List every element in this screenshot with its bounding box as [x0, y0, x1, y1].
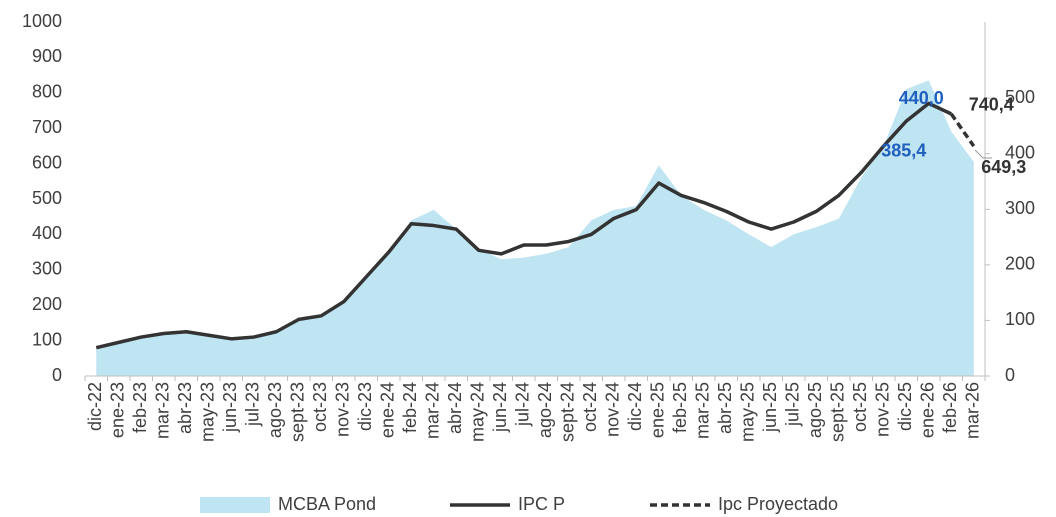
x-tick-label: mar-24 — [423, 382, 443, 439]
y2-tick-label: 400 — [1005, 142, 1035, 162]
x-tick-label: feb-25 — [670, 382, 690, 433]
x-tick-label: feb-24 — [400, 382, 420, 433]
x-tick-label: ene-26 — [918, 382, 938, 438]
x-tick-label: jun-24 — [490, 382, 510, 433]
data-label: 385,4 — [881, 141, 926, 161]
legend-swatch — [200, 497, 270, 513]
x-tick-label: ago-24 — [535, 382, 555, 438]
y2-tick-label: 300 — [1005, 198, 1035, 218]
x-tick-label: jun-23 — [220, 382, 240, 433]
y-tick-label: 300 — [32, 259, 62, 279]
x-tick-label: jun-25 — [760, 382, 780, 433]
x-tick-label: oct-23 — [310, 382, 330, 432]
y-tick-label: 100 — [32, 329, 62, 349]
x-tick-label: ene-23 — [108, 382, 128, 438]
x-tick-label: jul-23 — [243, 382, 263, 427]
x-tick-label: abr-23 — [175, 382, 195, 434]
area — [96, 80, 974, 376]
x-tick-label: ene-25 — [648, 382, 668, 438]
data-label: 440,0 — [899, 88, 944, 108]
x-tick-label: dic-24 — [625, 382, 645, 431]
x-tick-label: ago-23 — [265, 382, 285, 438]
y-tick-label: 900 — [32, 46, 62, 66]
legend-label: IPC P — [518, 494, 565, 514]
x-tick-label: dic-22 — [85, 382, 105, 431]
x-tick-label: mar-23 — [153, 382, 173, 439]
line — [95, 101, 952, 350]
x-tick-label: may-24 — [468, 382, 488, 442]
y-tick-label: 200 — [32, 294, 62, 314]
x-tick-label: feb-23 — [130, 382, 150, 433]
x-tick-label: abr-25 — [715, 382, 735, 434]
x-tick-label: abr-24 — [445, 382, 465, 434]
x-tick-label: feb-26 — [940, 382, 960, 433]
y-tick-label: 0 — [52, 365, 62, 385]
y2-tick-label: 200 — [1005, 254, 1035, 274]
y-tick-label: 400 — [32, 223, 62, 243]
x-tick-label: dic-23 — [355, 382, 375, 431]
x-tick-label: jul-25 — [783, 382, 803, 427]
data-label: 649,3 — [981, 157, 1026, 177]
y-tick-label: 1000 — [22, 11, 62, 31]
data-label: 740,4 — [969, 95, 1014, 115]
x-tick-label: oct-24 — [580, 382, 600, 432]
y2-tick-label: 0 — [1005, 365, 1015, 385]
y-tick-label: 600 — [32, 152, 62, 172]
x-tick-label: may-23 — [198, 382, 218, 442]
legend-label: MCBA Pond — [278, 494, 376, 514]
x-tick-label: ago-25 — [805, 382, 825, 438]
x-tick-label: may-25 — [738, 382, 758, 442]
y-tick-label: 700 — [32, 117, 62, 137]
y-tick-label: 500 — [32, 188, 62, 208]
x-tick-label: ene-24 — [378, 382, 398, 438]
x-tick-label: sept-23 — [288, 382, 308, 442]
x-tick-label: mar-26 — [963, 382, 983, 439]
x-tick-label: jul-24 — [513, 382, 533, 427]
x-tick-label: sept-25 — [828, 382, 848, 442]
x-tick-label: oct-25 — [850, 382, 870, 432]
line — [949, 112, 976, 148]
x-tick-label: mar-25 — [693, 382, 713, 439]
x-tick-label: nov-24 — [603, 382, 623, 437]
leader-line — [974, 149, 984, 159]
y2-tick-label: 500 — [1005, 87, 1035, 107]
y2-tick-label: 100 — [1005, 309, 1035, 329]
x-tick-label: sept-24 — [558, 382, 578, 442]
x-tick-label: dic-25 — [895, 382, 915, 431]
x-tick-label: nov-23 — [333, 382, 353, 437]
legend-label: Ipc Proyectado — [718, 494, 838, 514]
x-tick-label: nov-25 — [873, 382, 893, 437]
y-tick-label: 800 — [32, 82, 62, 102]
